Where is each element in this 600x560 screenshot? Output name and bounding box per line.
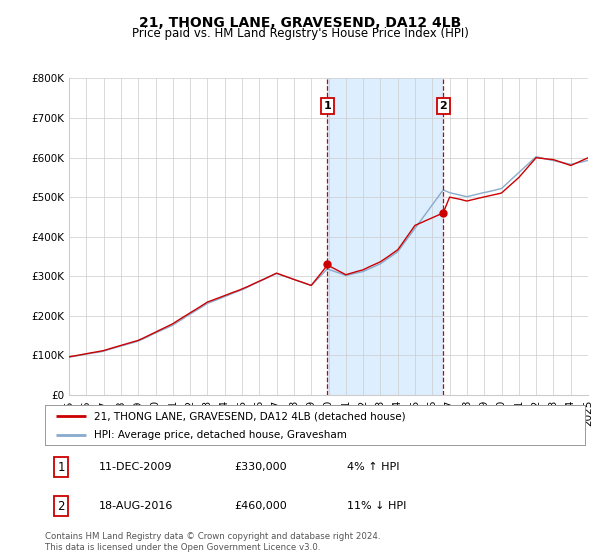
Text: 2: 2 bbox=[439, 101, 447, 111]
Text: 1: 1 bbox=[323, 101, 331, 111]
Text: 18-AUG-2016: 18-AUG-2016 bbox=[99, 501, 173, 511]
Text: 11-DEC-2009: 11-DEC-2009 bbox=[99, 462, 173, 472]
Text: 2: 2 bbox=[58, 500, 65, 513]
Text: 11% ↓ HPI: 11% ↓ HPI bbox=[347, 501, 407, 511]
Text: 21, THONG LANE, GRAVESEND, DA12 4LB (detached house): 21, THONG LANE, GRAVESEND, DA12 4LB (det… bbox=[94, 411, 405, 421]
Text: £460,000: £460,000 bbox=[234, 501, 287, 511]
Text: Contains HM Land Registry data © Crown copyright and database right 2024.: Contains HM Land Registry data © Crown c… bbox=[45, 532, 380, 541]
Text: 21, THONG LANE, GRAVESEND, DA12 4LB: 21, THONG LANE, GRAVESEND, DA12 4LB bbox=[139, 16, 461, 30]
Text: 1: 1 bbox=[58, 460, 65, 474]
Text: HPI: Average price, detached house, Gravesham: HPI: Average price, detached house, Grav… bbox=[94, 430, 346, 440]
Text: 4% ↑ HPI: 4% ↑ HPI bbox=[347, 462, 400, 472]
Bar bbox=[328, 78, 443, 395]
Text: This data is licensed under the Open Government Licence v3.0.: This data is licensed under the Open Gov… bbox=[45, 543, 320, 552]
Text: Price paid vs. HM Land Registry's House Price Index (HPI): Price paid vs. HM Land Registry's House … bbox=[131, 27, 469, 40]
Text: £330,000: £330,000 bbox=[234, 462, 287, 472]
